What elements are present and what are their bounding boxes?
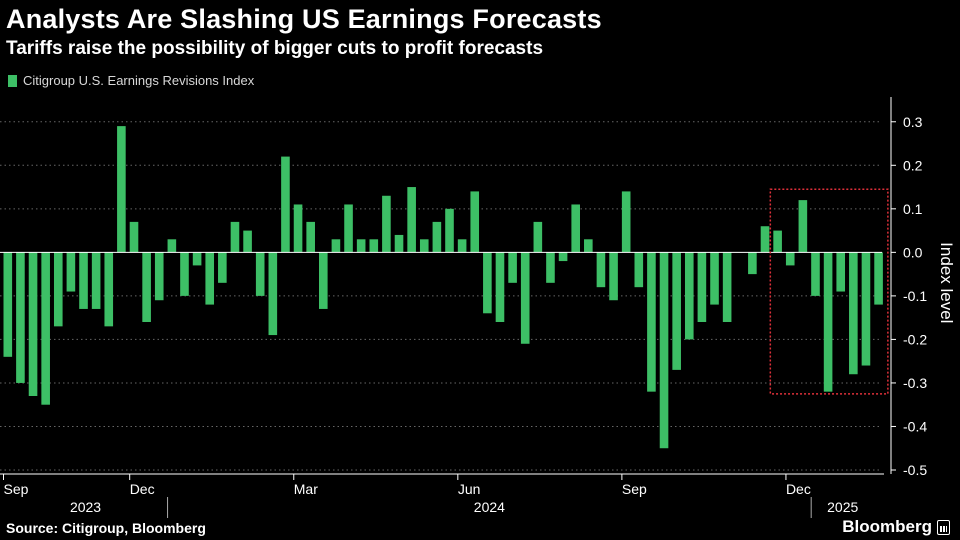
chart-subtitle: Tariffs raise the possibility of bigger … bbox=[6, 38, 544, 59]
y-tick-label: -0.2 bbox=[903, 331, 927, 347]
bar bbox=[647, 252, 656, 392]
y-tick-label: 0.3 bbox=[903, 114, 923, 130]
bar bbox=[230, 221, 240, 253]
bar bbox=[419, 239, 429, 253]
bar bbox=[117, 126, 126, 253]
bar bbox=[621, 191, 631, 253]
bar bbox=[823, 252, 833, 392]
bar bbox=[394, 234, 404, 253]
bar bbox=[533, 221, 543, 253]
bar bbox=[445, 208, 454, 253]
bar bbox=[53, 252, 63, 327]
bar bbox=[874, 252, 883, 305]
bar bbox=[584, 239, 593, 253]
bar bbox=[16, 252, 25, 383]
bar bbox=[634, 252, 644, 288]
bar bbox=[508, 252, 517, 283]
bar bbox=[306, 221, 315, 253]
brand-logo: Bloomberg bbox=[842, 517, 950, 537]
y-tick-label: 0.2 bbox=[903, 157, 923, 173]
bar bbox=[167, 239, 177, 253]
x-year-label: 2024 bbox=[474, 499, 505, 515]
x-year-label: 2023 bbox=[70, 499, 101, 515]
bar bbox=[369, 239, 379, 253]
bar bbox=[798, 200, 808, 253]
bar bbox=[684, 252, 694, 340]
bar bbox=[382, 195, 391, 253]
bar bbox=[356, 239, 366, 253]
y-tick-label: -0.3 bbox=[903, 375, 927, 391]
bar bbox=[785, 252, 795, 266]
bar bbox=[659, 252, 669, 449]
bar bbox=[748, 252, 757, 275]
bar bbox=[697, 252, 707, 322]
bar bbox=[91, 252, 101, 309]
y-tick-label: 0.0 bbox=[903, 244, 923, 260]
bar bbox=[268, 252, 278, 336]
bar bbox=[722, 252, 732, 322]
source-note: Source: Citigroup, Bloomberg bbox=[6, 520, 206, 536]
x-tick-label: Dec bbox=[786, 481, 811, 497]
bar bbox=[407, 187, 416, 253]
bar bbox=[243, 230, 252, 253]
bar bbox=[218, 252, 227, 283]
bar bbox=[773, 230, 782, 253]
bar bbox=[672, 252, 681, 370]
bar bbox=[293, 204, 303, 253]
bar bbox=[205, 252, 215, 305]
bar bbox=[520, 252, 530, 344]
bar bbox=[41, 252, 50, 405]
x-tick-label: Jun bbox=[458, 481, 481, 497]
bar bbox=[66, 252, 76, 292]
highlight-box bbox=[769, 188, 889, 395]
bar bbox=[470, 191, 480, 253]
x-tick-label: Sep bbox=[4, 481, 29, 497]
bar bbox=[154, 252, 164, 301]
bar bbox=[104, 252, 114, 327]
bar bbox=[281, 156, 290, 253]
bar bbox=[483, 252, 492, 314]
y-tick-label: -0.4 bbox=[903, 418, 927, 434]
bar bbox=[331, 239, 341, 253]
bar bbox=[811, 252, 820, 296]
bar bbox=[861, 252, 871, 366]
x-year-label: 2025 bbox=[827, 499, 858, 515]
bar bbox=[180, 252, 189, 296]
bar bbox=[849, 252, 858, 375]
bar bbox=[546, 252, 555, 283]
bar bbox=[457, 239, 467, 253]
brand-name: Bloomberg bbox=[842, 517, 932, 536]
bar bbox=[192, 252, 202, 266]
bar bbox=[495, 252, 505, 322]
bar bbox=[596, 252, 606, 288]
bar bbox=[28, 252, 38, 396]
y-tick-label: -0.1 bbox=[903, 288, 927, 304]
bar bbox=[836, 252, 846, 292]
bar bbox=[710, 252, 719, 305]
bar bbox=[129, 221, 139, 253]
bar bbox=[79, 252, 88, 309]
bar bbox=[3, 252, 13, 357]
y-tick-label: -0.5 bbox=[903, 462, 927, 478]
bar-chart-icon bbox=[937, 519, 950, 535]
y-axis-title: Index level bbox=[937, 242, 956, 323]
bar bbox=[558, 252, 568, 262]
bar bbox=[609, 252, 618, 301]
bar bbox=[432, 221, 442, 253]
legend: Citigroup U.S. Earnings Revisions Index bbox=[8, 73, 254, 88]
x-tick-label: Mar bbox=[294, 481, 318, 497]
bar bbox=[571, 204, 580, 253]
bar bbox=[760, 226, 770, 253]
chart-title: Analysts Are Slashing US Earnings Foreca… bbox=[6, 4, 602, 34]
legend-label: Citigroup U.S. Earnings Revisions Index bbox=[23, 73, 255, 88]
x-tick-label: Dec bbox=[130, 481, 155, 497]
legend-swatch bbox=[8, 74, 17, 87]
bar bbox=[255, 252, 265, 296]
bar bbox=[344, 204, 353, 253]
bar bbox=[319, 252, 328, 309]
x-tick-label: Sep bbox=[622, 481, 647, 497]
y-tick-label: 0.1 bbox=[903, 201, 923, 217]
bar bbox=[142, 252, 151, 322]
